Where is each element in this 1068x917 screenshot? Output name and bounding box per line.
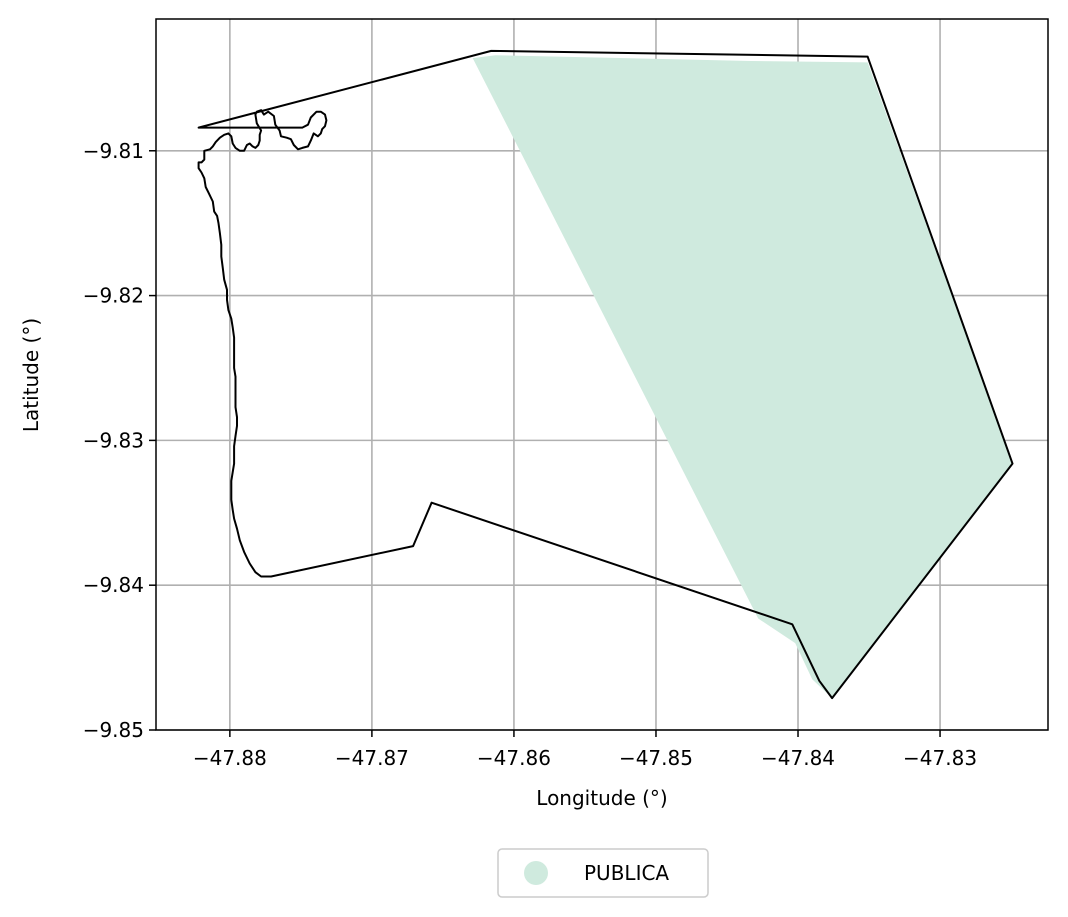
x-tick-label: −47.88 [193,746,267,770]
x-tick-label: −47.83 [903,746,977,770]
y-axis-ticks: −9.81 −9.82 −9.83 −9.84 −9.85 [83,139,156,742]
area-layer [472,55,1013,699]
plot-frame [155,18,1049,731]
x-tick-label: −47.84 [761,746,835,770]
y-tick-label: −9.84 [83,573,144,597]
x-axis-ticks: −47.88 −47.87 −47.86 −47.85 −47.84 −47.83 [193,730,977,770]
legend-box [497,848,709,898]
x-axis-label: Longitude (°) [536,786,667,810]
y-tick-label: −9.81 [83,139,144,163]
municipality-boundary [197,49,1014,700]
legend: PUBLICA [497,848,709,898]
legend-label-publica: PUBLICA [584,861,669,885]
y-tick-label: −9.82 [83,284,144,308]
x-tick-label: −47.85 [619,746,693,770]
boundary-layer [197,49,1014,700]
area-publica [472,55,1013,699]
x-tick-label: −47.87 [335,746,409,770]
legend-swatch-publica [524,861,548,885]
y-tick-label: −9.85 [83,718,144,742]
x-tick-label: −47.86 [477,746,551,770]
y-tick-label: −9.83 [83,428,144,452]
y-axis-label: Latitude (°) [19,318,43,432]
